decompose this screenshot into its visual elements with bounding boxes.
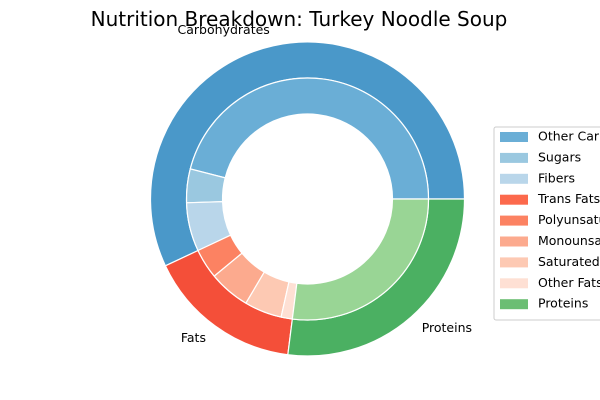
chart-title: Nutrition Breakdown: Turkey Noodle Soup	[91, 7, 508, 31]
legend-label-proteins: Proteins	[538, 296, 588, 311]
legend-swatch-proteins	[500, 299, 528, 310]
legend-entries: Other Carbohydrates Sugars Fibers Trans Fat…	[500, 129, 600, 311]
legend-swatch-other-fats	[500, 278, 528, 289]
inner-ring	[185, 77, 430, 321]
outer-label-carbohydrates: Carbohydrates	[178, 22, 270, 37]
outer-label-proteins: Proteins	[422, 320, 472, 335]
inner-slice-other-carbohydrates	[189, 77, 430, 200]
legend-swatch-sugars	[500, 152, 528, 163]
outer-label-fats: Fats	[181, 330, 206, 345]
legend-label-sugars: Sugars	[538, 149, 581, 164]
legend-label-monounsaturated-fats: Monounsaturated Fats	[538, 233, 600, 248]
inner-slice-proteins	[291, 198, 430, 321]
legend-label-polyunsaturated-fats: Polyunsaturated Fats	[538, 212, 600, 227]
legend-label-saturated-fats: Saturated Fats	[538, 254, 600, 269]
legend-label-fibers: Fibers	[538, 170, 575, 185]
legend-swatch-saturated-fats	[500, 257, 528, 268]
legend-swatch-fibers	[500, 173, 528, 184]
legend: Other Carbohydrates Sugars Fibers Trans Fat…	[493, 126, 600, 321]
legend-swatch-polyunsaturated-fats	[500, 215, 528, 226]
legend-label-other-fats: Other Fats	[538, 275, 600, 290]
outer-ring-labels: Carbohydrates Fats Proteins	[178, 22, 473, 345]
legend-label-trans-fats: Trans Fats	[537, 191, 600, 206]
legend-swatch-trans-fats	[500, 194, 528, 205]
outer-ring	[149, 41, 466, 357]
legend-label-other-carbohydrates: Other Carbohydrates	[538, 129, 600, 144]
legend-swatch-monounsaturated-fats	[500, 236, 528, 247]
legend-swatch-other-carbohydrates	[500, 132, 528, 142]
